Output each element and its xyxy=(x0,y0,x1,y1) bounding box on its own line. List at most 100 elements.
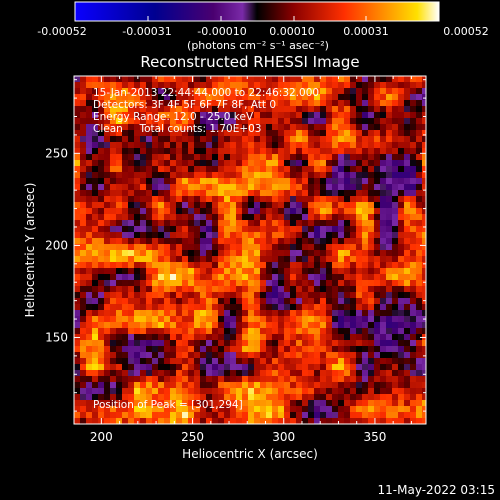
heatmap-cell xyxy=(278,274,285,281)
heatmap-cell xyxy=(116,202,123,209)
heatmap-cell xyxy=(434,370,441,377)
heatmap-cell xyxy=(218,76,225,83)
heatmap-cell xyxy=(86,262,93,269)
heatmap-cell xyxy=(284,280,291,287)
heatmap-cell xyxy=(104,322,111,329)
heatmap-cell xyxy=(440,340,447,347)
heatmap-cell xyxy=(326,424,333,431)
heatmap-cell xyxy=(362,208,369,215)
heatmap-cell xyxy=(86,178,93,185)
heatmap-cell xyxy=(314,148,321,155)
heatmap-cell xyxy=(344,196,351,203)
heatmap-cell xyxy=(272,310,279,317)
heatmap-cell xyxy=(86,268,93,275)
heatmap-cell xyxy=(434,148,441,155)
heatmap-cell xyxy=(194,382,201,389)
heatmap-cell xyxy=(440,88,447,95)
heatmap-cell xyxy=(332,268,339,275)
heatmap-cell xyxy=(362,298,369,305)
heatmap-cell xyxy=(80,436,87,443)
heatmap-cell xyxy=(284,406,291,413)
heatmap-cell xyxy=(212,166,219,173)
heatmap-cell xyxy=(404,418,411,424)
heatmap-cell xyxy=(356,106,363,113)
heatmap-cell xyxy=(446,124,453,131)
heatmap-cell xyxy=(308,100,315,107)
heatmap-cell xyxy=(422,178,426,185)
heatmap-cell xyxy=(326,190,333,197)
heatmap-cell xyxy=(122,238,129,245)
heatmap-cell xyxy=(308,382,315,389)
heatmap-cell xyxy=(110,106,117,113)
heatmap-cell xyxy=(218,238,225,245)
heatmap-cell xyxy=(92,292,99,299)
heatmap-cell xyxy=(374,412,381,419)
heatmap-cell xyxy=(140,376,147,383)
heatmap-cell xyxy=(110,184,117,191)
heatmap-cell xyxy=(296,142,303,149)
heatmap-cell xyxy=(326,130,333,137)
heatmap-cell xyxy=(368,268,375,275)
heatmap-cell xyxy=(206,316,213,323)
heatmap-cell xyxy=(386,406,393,413)
heatmap-cell xyxy=(392,358,399,365)
heatmap-cell xyxy=(362,166,369,173)
heatmap-cell xyxy=(92,262,99,269)
heatmap-cell xyxy=(362,382,369,389)
heatmap-cell xyxy=(260,400,267,407)
heatmap-cell xyxy=(428,202,435,209)
heatmap-cell xyxy=(290,340,297,347)
heatmap-cell xyxy=(380,178,387,185)
heatmap-cell xyxy=(386,418,393,424)
heatmap-cell xyxy=(248,190,255,197)
heatmap-cell xyxy=(362,112,369,119)
heatmap-cell xyxy=(242,280,249,287)
heatmap-cell xyxy=(302,310,309,317)
heatmap-cell xyxy=(146,430,153,437)
heatmap-cell xyxy=(326,322,333,329)
heatmap-cell xyxy=(164,196,171,203)
heatmap-cell xyxy=(338,292,345,299)
heatmap-cell xyxy=(230,136,237,143)
heatmap-cell xyxy=(374,358,381,365)
heatmap-cell xyxy=(302,94,309,101)
heatmap-cell xyxy=(374,322,381,329)
heatmap-cell xyxy=(374,100,381,107)
heatmap-cell xyxy=(188,358,195,365)
heatmap-cell xyxy=(158,196,165,203)
heatmap-cell xyxy=(170,76,177,83)
heatmap-cell xyxy=(368,352,375,359)
heatmap-cell xyxy=(404,388,411,395)
heatmap-cell xyxy=(386,190,393,197)
heatmap-cell xyxy=(86,148,93,155)
heatmap-cell xyxy=(92,256,99,263)
heatmap-cell xyxy=(170,340,177,347)
heatmap-cell xyxy=(296,88,303,95)
heatmap-cell xyxy=(158,388,165,395)
heatmap-cell xyxy=(344,262,351,269)
heatmap-cell xyxy=(422,244,426,251)
heatmap-cell xyxy=(350,352,357,359)
heatmap-cell xyxy=(386,166,393,173)
heatmap-cell xyxy=(302,328,309,335)
heatmap-cell xyxy=(398,202,405,209)
heatmap-cell xyxy=(392,262,399,269)
heatmap-cell xyxy=(314,94,321,101)
heatmap-cell xyxy=(170,436,177,443)
heatmap-cell xyxy=(296,178,303,185)
heatmap-cell xyxy=(296,376,303,383)
heatmap-cell xyxy=(236,370,243,377)
heatmap-cell xyxy=(290,196,297,203)
heatmap-cell xyxy=(206,388,213,395)
heatmap-cell xyxy=(152,118,159,125)
heatmap-cell xyxy=(128,154,135,161)
heatmap-cell xyxy=(434,220,441,227)
heatmap-cell xyxy=(122,118,129,125)
heatmap-cell xyxy=(128,298,135,305)
heatmap-cell xyxy=(224,208,231,215)
heatmap-cell xyxy=(368,304,375,311)
heatmap-cell xyxy=(344,202,351,209)
heatmap-cell xyxy=(440,400,447,407)
heatmap-cell xyxy=(86,328,93,335)
heatmap-cell xyxy=(86,160,93,167)
